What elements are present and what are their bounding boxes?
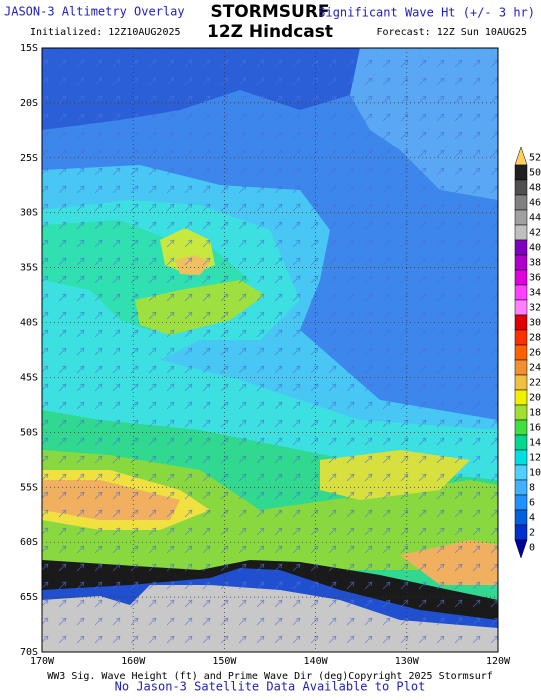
colorbar-cell bbox=[514, 164, 528, 181]
colorbar-cell bbox=[514, 434, 528, 451]
colorbar-label: 20 bbox=[529, 393, 541, 404]
lon-label: 130W bbox=[395, 656, 420, 667]
lon-label: 170W bbox=[30, 656, 55, 667]
colorbar-label: 38 bbox=[529, 258, 541, 269]
colorbar-label: 16 bbox=[529, 423, 541, 434]
lat-label: 20S bbox=[20, 98, 38, 109]
colorbar-cell bbox=[514, 419, 528, 436]
colorbar-label: 0 bbox=[529, 543, 535, 554]
colorbar-label: 32 bbox=[529, 303, 541, 314]
colorbar-cell bbox=[514, 509, 528, 526]
lat-label: 60S bbox=[20, 537, 38, 548]
colorbar-cell bbox=[514, 449, 528, 466]
colorbar-label: 28 bbox=[529, 333, 541, 344]
colorbar-label: 24 bbox=[529, 363, 541, 374]
lat-label: 35S bbox=[20, 263, 38, 274]
lat-label: 50S bbox=[20, 427, 38, 438]
colorbar-label: 12 bbox=[529, 453, 541, 464]
colorbar-cell bbox=[514, 389, 528, 406]
colorbar-cell bbox=[514, 464, 528, 481]
colorbar-cell bbox=[514, 254, 528, 271]
graticule: 15S 20S 25S 30S 35S 40S 45S 50S 55S 60S 65S 70S170W… bbox=[20, 43, 511, 667]
colorbar-cell bbox=[514, 479, 528, 496]
colorbar-label: 10 bbox=[529, 468, 541, 479]
colorbar-label: 42 bbox=[529, 228, 541, 239]
colorbar-label: 36 bbox=[529, 273, 541, 284]
colorbar-cell bbox=[514, 224, 528, 241]
lat-label: 15S bbox=[20, 43, 38, 54]
initialized: Initialized: 12Z10AUG2025 bbox=[30, 27, 181, 38]
lat-label: 55S bbox=[20, 482, 38, 493]
lon-label: 150W bbox=[212, 656, 237, 667]
colorbar-cell bbox=[514, 209, 528, 226]
colorbar-label: 48 bbox=[529, 183, 541, 194]
footer-caption: WW3 Sig. Wave Height (ft) and Prime Wave… bbox=[47, 671, 493, 682]
colorbar-cell bbox=[514, 494, 528, 511]
colorbar-cell bbox=[514, 404, 528, 421]
colorbar-label: 46 bbox=[529, 198, 541, 209]
lat-label: 30S bbox=[20, 208, 38, 219]
colorbar-cell bbox=[514, 524, 528, 541]
colorbar-cell bbox=[514, 299, 528, 316]
colorbar-label: 4 bbox=[529, 513, 535, 524]
lon-label: 160W bbox=[121, 656, 146, 667]
colorbar-cell bbox=[514, 344, 528, 361]
colorbar-label: 26 bbox=[529, 348, 541, 359]
colorbar-label: 18 bbox=[529, 408, 541, 419]
lat-label: 45S bbox=[20, 372, 38, 383]
colorbar-label: 6 bbox=[529, 498, 535, 509]
colorbar-cap bbox=[514, 146, 528, 166]
colorbar-cell bbox=[514, 374, 528, 391]
colorbar-label: 22 bbox=[529, 378, 541, 389]
colorbar-cell bbox=[514, 329, 528, 346]
footer-note: No Jason-3 Satellite Data Available to P… bbox=[115, 680, 426, 694]
right-title: Significant Wave Ht (+/- 3 hr) bbox=[318, 6, 535, 20]
lon-label: 120W bbox=[486, 656, 511, 667]
colorbar: 5250484644424038363432302826242220181614… bbox=[514, 146, 541, 559]
colorbar-cell bbox=[514, 269, 528, 286]
lat-label: 40S bbox=[20, 318, 38, 329]
lat-label: 70S bbox=[20, 647, 38, 658]
forecast: Forecast: 12Z Sun 10AUG25 bbox=[376, 27, 527, 38]
colorbar-cell bbox=[514, 194, 528, 211]
colorbar-label: 44 bbox=[529, 213, 541, 224]
colorbar-label: 52 bbox=[529, 153, 541, 164]
lat-label: 25S bbox=[20, 153, 38, 164]
colorbar-cell bbox=[514, 314, 528, 331]
colorbar-label: 34 bbox=[529, 288, 541, 299]
colorbar-label: 30 bbox=[529, 318, 541, 329]
colorbar-cell bbox=[514, 284, 528, 301]
left-title: JASON-3 Altimetry Overlay bbox=[4, 5, 185, 19]
lat-label: 65S bbox=[20, 592, 38, 603]
wave-field bbox=[42, 48, 498, 652]
colorbar-cell bbox=[514, 239, 528, 256]
colorbar-label: 2 bbox=[529, 528, 535, 539]
subtitle: 12Z Hindcast bbox=[207, 22, 333, 42]
colorbar-label: 14 bbox=[529, 438, 541, 449]
lon-label: 140W bbox=[304, 656, 329, 667]
brand: STORMSURF bbox=[210, 2, 329, 22]
colorbar-label: 40 bbox=[529, 243, 541, 254]
colorbar-cap bbox=[514, 539, 528, 559]
colorbar-cell bbox=[514, 359, 528, 376]
colorbar-label: 8 bbox=[529, 483, 535, 494]
map-frame bbox=[41, 47, 499, 653]
colorbar-label: 50 bbox=[529, 168, 541, 179]
colorbar-cell bbox=[514, 179, 528, 196]
